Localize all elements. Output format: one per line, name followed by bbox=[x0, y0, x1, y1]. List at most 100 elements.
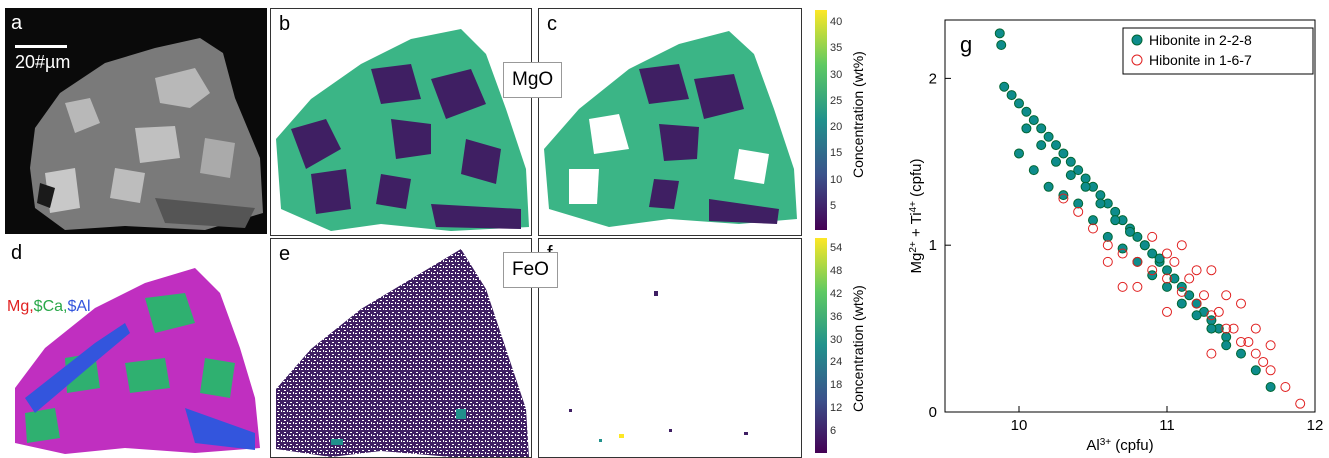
data-point-2-2-8 bbox=[1147, 270, 1158, 281]
panel-c: c bbox=[538, 8, 802, 236]
legend-box bbox=[1122, 27, 1314, 75]
data-point-2-2-8 bbox=[1206, 315, 1217, 326]
data-point-2-2-8 bbox=[1065, 170, 1076, 181]
colorbar-top bbox=[815, 10, 827, 230]
data-point-1-6-7 bbox=[1162, 248, 1172, 259]
legend-ca: $Ca, bbox=[33, 298, 68, 315]
data-point-2-2-8 bbox=[996, 40, 1007, 51]
data-point-2-2-8 bbox=[999, 81, 1010, 92]
data-point-2-2-8 bbox=[1206, 323, 1217, 334]
data-point-2-2-8 bbox=[1014, 148, 1024, 159]
colorbar-bottom-tick: 24 bbox=[830, 356, 843, 369]
mgo-map-b bbox=[276, 29, 529, 231]
data-point-2-2-8 bbox=[1080, 173, 1091, 184]
colorbar-bottom-tick: 54 bbox=[830, 242, 843, 255]
data-point-2-2-8 bbox=[1051, 140, 1061, 151]
colorbar-bottom-tick: 18 bbox=[830, 379, 843, 392]
panel-a: a 20#µm bbox=[5, 8, 267, 234]
data-point-1-6-7 bbox=[1132, 256, 1143, 267]
data-point-1-6-7 bbox=[1058, 193, 1069, 204]
colorbar-top-tick: 35 bbox=[830, 42, 843, 55]
scale-bar-label: 20#µm bbox=[15, 52, 71, 72]
colorbar-bottom-tick: 6 bbox=[830, 424, 837, 437]
legend-marker bbox=[1131, 34, 1143, 46]
colorbar-top-tick: 5 bbox=[830, 199, 837, 212]
composite-legend: Mg,$Ca,$Al bbox=[7, 298, 91, 316]
data-point-1-6-7 bbox=[1206, 265, 1217, 276]
data-point-2-2-8 bbox=[1147, 248, 1158, 259]
data-point-1-6-7 bbox=[1213, 306, 1224, 317]
data-point-2-2-8 bbox=[1162, 281, 1172, 292]
mgo-map-c bbox=[544, 31, 797, 227]
feo-map-f bbox=[569, 291, 748, 442]
colorbar-bottom-tick: 36 bbox=[830, 310, 843, 323]
data-point-2-2-8 bbox=[1058, 190, 1069, 201]
composite-map bbox=[15, 268, 260, 454]
data-point-2-2-8 bbox=[1028, 165, 1039, 176]
data-point-2-2-8 bbox=[1043, 181, 1054, 192]
legend-mg: Mg, bbox=[7, 298, 34, 315]
data-point-2-2-8 bbox=[1021, 123, 1032, 134]
data-point-1-6-7 bbox=[1250, 348, 1261, 359]
data-point-2-2-8 bbox=[1065, 156, 1076, 167]
data-point-1-6-7 bbox=[1191, 265, 1202, 276]
colorbar-top-tick: 40 bbox=[830, 16, 843, 29]
data-point-2-2-8 bbox=[1250, 365, 1261, 376]
data-point-1-6-7 bbox=[1102, 256, 1113, 267]
data-point-2-2-8 bbox=[1265, 381, 1276, 392]
data-point-1-6-7 bbox=[1117, 248, 1128, 259]
feo-label: FeO bbox=[503, 252, 558, 288]
colorbar-top-tick: 30 bbox=[830, 68, 843, 81]
panel-d-label: d bbox=[11, 242, 23, 264]
panel-g-label: g bbox=[960, 32, 972, 57]
colorbar-top-tick: 20 bbox=[830, 121, 843, 134]
panel-c-label: c bbox=[547, 13, 557, 35]
data-point-2-2-8 bbox=[1162, 265, 1172, 276]
data-point-1-6-7 bbox=[1221, 323, 1232, 334]
data-point-1-6-7 bbox=[1258, 356, 1269, 367]
colorbar-top-tick: 25 bbox=[830, 94, 843, 107]
data-point-1-6-7 bbox=[1147, 265, 1158, 276]
data-point-2-2-8 bbox=[1221, 331, 1232, 342]
data-point-2-2-8 bbox=[1095, 190, 1106, 201]
y-tick-label: 1 bbox=[929, 237, 937, 254]
bse-image bbox=[30, 38, 263, 230]
data-point-2-2-8 bbox=[1117, 243, 1128, 254]
panel-b: b bbox=[270, 8, 532, 236]
legend-marker bbox=[1131, 54, 1143, 66]
data-point-2-2-8 bbox=[1169, 273, 1180, 284]
x-tick-label: 11 bbox=[1159, 417, 1175, 434]
panel-b-label: b bbox=[279, 13, 291, 35]
data-point-2-2-8 bbox=[1139, 240, 1150, 251]
data-point-1-6-7 bbox=[1132, 281, 1143, 292]
data-point-2-2-8 bbox=[1221, 340, 1232, 351]
data-point-1-6-7 bbox=[1073, 206, 1084, 217]
data-point-1-6-7 bbox=[1184, 273, 1195, 284]
data-point-2-2-8 bbox=[1051, 156, 1061, 167]
y-tick-label: 0 bbox=[929, 404, 937, 421]
data-point-1-6-7 bbox=[1221, 290, 1232, 301]
data-point-2-2-8 bbox=[1058, 148, 1069, 159]
data-point-2-2-8 bbox=[1191, 310, 1202, 321]
y-axis-label: Mg2+ + Ti4+ (cpfu) bbox=[908, 159, 926, 274]
colorbar-bottom-tick: 12 bbox=[830, 401, 843, 414]
data-point-1-6-7 bbox=[1265, 365, 1276, 376]
data-point-2-2-8 bbox=[1102, 231, 1113, 242]
data-point-2-2-8 bbox=[1014, 98, 1024, 109]
panel-e-label: e bbox=[279, 243, 291, 265]
data-point-1-6-7 bbox=[1088, 223, 1098, 234]
data-point-2-2-8 bbox=[1036, 140, 1047, 151]
data-point-2-2-8 bbox=[1073, 198, 1084, 209]
panel-d: d Mg,$Ca,$Al bbox=[5, 238, 267, 456]
data-point-2-2-8 bbox=[1132, 231, 1143, 242]
data-point-2-2-8 bbox=[1095, 198, 1106, 209]
x-axis-label: Al3+ (cpfu) bbox=[1086, 437, 1153, 455]
data-point-1-6-7 bbox=[1102, 240, 1113, 251]
colorbar-bottom bbox=[815, 238, 827, 453]
panel-a-label: a bbox=[11, 12, 23, 34]
plot-frame bbox=[944, 19, 1316, 413]
data-point-2-2-8 bbox=[1088, 215, 1098, 226]
data-point-2-2-8 bbox=[1154, 253, 1165, 264]
data-point-1-6-7 bbox=[1176, 286, 1187, 297]
colorbar-bottom-tick: 30 bbox=[830, 333, 843, 346]
